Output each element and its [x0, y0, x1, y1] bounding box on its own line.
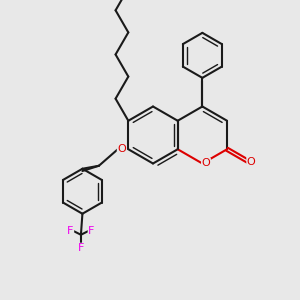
Text: F: F — [67, 226, 74, 236]
Text: F: F — [78, 243, 84, 253]
Text: O: O — [117, 144, 126, 154]
Text: O: O — [202, 158, 210, 169]
Text: F: F — [88, 226, 94, 236]
Text: O: O — [247, 157, 256, 167]
